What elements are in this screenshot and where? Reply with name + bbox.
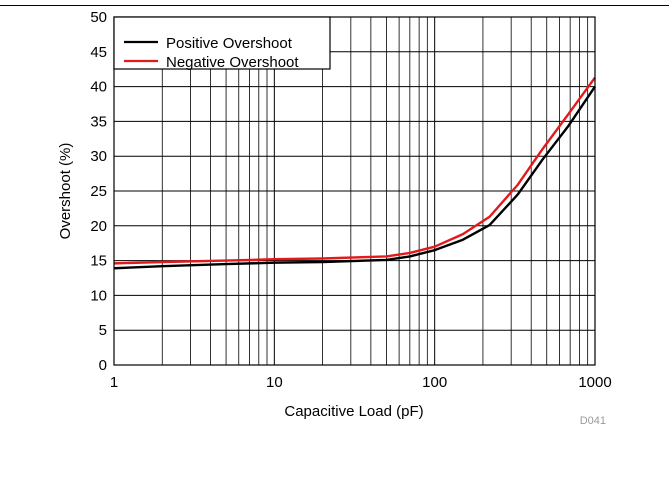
legend-label-negative: Negative Overshoot <box>166 54 299 71</box>
y-tick-label: 10 <box>90 287 107 304</box>
y-tick-label: 20 <box>90 218 107 235</box>
y-tick-label: 25 <box>90 183 107 200</box>
legend-label-positive: Positive Overshoot <box>166 35 293 52</box>
y-tick-label: 35 <box>90 113 107 130</box>
y-tick-labels: 0 5 10 15 20 25 30 35 40 45 50 <box>90 9 107 374</box>
series-line-negative-overshoot <box>113 76 596 265</box>
y-tick-label: 5 <box>99 322 107 339</box>
series-layer <box>113 76 596 270</box>
x-tick-label: 1 <box>110 374 118 391</box>
x-axis-label: Capacitive Load (pF) <box>284 403 423 420</box>
x-tick-label: 10 <box>266 374 283 391</box>
legend: Positive Overshoot Negative Overshoot <box>113 16 331 71</box>
y-tick-label: 0 <box>99 357 107 374</box>
plot-frame <box>113 16 596 366</box>
top-rule <box>0 5 669 6</box>
figure-id-label: D041 <box>580 415 606 427</box>
series-line-positive-overshoot <box>113 85 596 270</box>
y-tick-label: 45 <box>90 44 107 61</box>
y-axis-label: Overshoot (%) <box>57 143 74 240</box>
y-tick-label: 15 <box>90 253 107 270</box>
x-tick-label: 100 <box>422 374 447 391</box>
x-tick-labels: 1 10 100 1000 <box>110 374 612 391</box>
y-tick-label: 30 <box>90 148 107 165</box>
x-tick-label: 1000 <box>578 374 611 391</box>
y-tick-label: 50 <box>90 9 107 26</box>
y-tick-label: 40 <box>90 79 107 96</box>
